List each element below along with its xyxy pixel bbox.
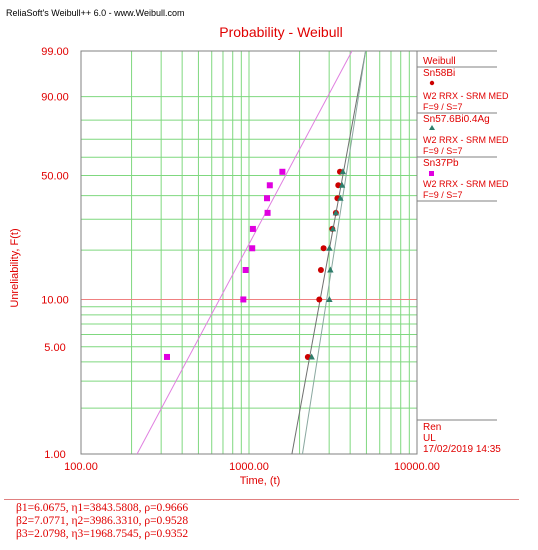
x-tick-label: 100.00 bbox=[64, 461, 98, 473]
legend-square-marker bbox=[429, 171, 434, 176]
x-tick-label: 1000.00 bbox=[229, 461, 269, 473]
info-company: UL bbox=[423, 433, 436, 444]
data-point-square bbox=[279, 168, 286, 175]
data-point-circle bbox=[320, 245, 327, 252]
data-point-square bbox=[264, 195, 271, 202]
data-point-circle bbox=[316, 296, 323, 303]
app-title: ReliaSoft's Weibull++ 6.0 - www.Weibull.… bbox=[6, 8, 184, 18]
legend-method: W2 RRX - SRM MED bbox=[423, 91, 509, 101]
y-tick-label: 5.00 bbox=[44, 342, 65, 354]
legend-circle-marker bbox=[429, 80, 435, 86]
data-point-square bbox=[242, 267, 249, 274]
legend: Weibull Sn58Bi W2 RRX - SRM MED F=9 / S=… bbox=[417, 50, 509, 455]
y-tick-label: 1.00 bbox=[44, 449, 65, 461]
info-datetime: 17/02/2019 14:35 bbox=[423, 444, 501, 455]
legend-triangle-marker bbox=[429, 125, 435, 130]
data-point-triangle bbox=[327, 266, 334, 273]
info-user: Ren bbox=[423, 422, 441, 433]
chart-title: Probability - Weibull bbox=[219, 24, 342, 40]
data-point-square bbox=[249, 225, 256, 232]
data-point-square bbox=[249, 245, 256, 252]
y-axis-label: Unreliability, F(t) bbox=[9, 228, 21, 307]
footer-params-3: β3=2.0798, η3=1968.7545, ρ=0.9352 bbox=[16, 528, 189, 540]
data-point-triangle bbox=[338, 181, 346, 188]
data-point-circle bbox=[317, 267, 324, 274]
legend-counts: F=9 / S=7 bbox=[423, 146, 463, 156]
y-tick-label: 90.00 bbox=[41, 92, 69, 104]
data-point-triangle bbox=[337, 194, 344, 201]
footer-divider bbox=[4, 499, 519, 500]
data-point-triangle bbox=[329, 225, 337, 232]
x-tick-label: 10000.00 bbox=[394, 461, 440, 473]
parameter-footer: β1=6.0675, η1=3843.5808, ρ=0.9666 β2=7.0… bbox=[16, 502, 521, 541]
data-point-square bbox=[264, 209, 271, 216]
data-point-square bbox=[240, 296, 247, 303]
legend-series-name: Sn57.6Bi0.4Ag bbox=[423, 114, 490, 125]
legend-method: W2 RRX - SRM MED bbox=[423, 179, 509, 189]
fit-line bbox=[136, 50, 353, 455]
legend-counts: F=9 / S=7 bbox=[423, 102, 463, 112]
data-point-triangle bbox=[326, 244, 333, 251]
data-point-square bbox=[266, 182, 273, 189]
legend-header: Weibull bbox=[423, 56, 456, 67]
data-point-triangle bbox=[308, 353, 315, 360]
footer-params-1: β1=6.0675, η1=3843.5808, ρ=0.9666 bbox=[16, 502, 189, 514]
legend-series-name: Sn58Bi bbox=[423, 68, 455, 79]
y-tick-label: 99.00 bbox=[41, 46, 69, 58]
fit-lines bbox=[136, 50, 367, 455]
x-axis-label: Time, (t) bbox=[240, 475, 281, 487]
legend-counts: F=9 / S=7 bbox=[423, 190, 463, 200]
data-point-triangle bbox=[326, 295, 333, 302]
data-point-triangle bbox=[339, 168, 347, 175]
y-tick-label: 10.00 bbox=[41, 294, 69, 306]
fit-line bbox=[291, 50, 367, 455]
legend-series-name: Sn37Pb bbox=[423, 158, 459, 169]
grid bbox=[80, 50, 418, 455]
plot-frame bbox=[80, 50, 418, 455]
x-tick-labels: 100.00 1000.00 10000.00 bbox=[64, 461, 440, 473]
data-markers bbox=[163, 168, 347, 360]
y-tick-labels: 99.00 90.00 50.00 10.00 5.00 1.00 bbox=[41, 46, 69, 461]
y-tick-label: 50.00 bbox=[41, 171, 69, 183]
footer-params-2: β2=7.0771, η2=3986.3310, ρ=0.9528 bbox=[16, 515, 189, 527]
data-point-square bbox=[163, 353, 170, 360]
fit-line bbox=[301, 50, 367, 455]
legend-method: W2 RRX - SRM MED bbox=[423, 135, 509, 145]
data-point-triangle bbox=[332, 209, 340, 216]
